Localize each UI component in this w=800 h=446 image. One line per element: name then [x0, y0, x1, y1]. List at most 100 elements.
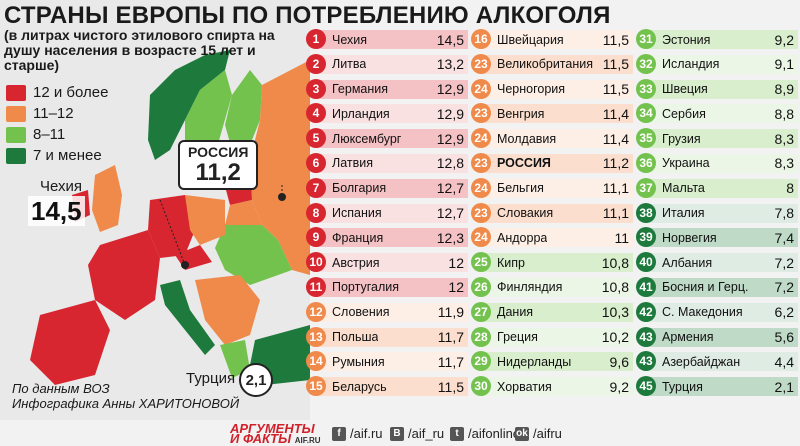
- ranking-bar: Азербайджан 4,4: [646, 352, 798, 372]
- country-name: Босния и Герц.: [662, 280, 749, 295]
- ranking-row: 24 Молдавия 11,4: [471, 126, 633, 151]
- country-name: Грузия: [662, 131, 701, 146]
- ranking-bar: Польша 11,7: [316, 327, 468, 347]
- country-value: 11,1: [602, 205, 629, 222]
- ranking-column-1: 1 Чехия 14,5 2 Литва 13,2 3 Германия 12,9 4 Ирланд…: [306, 27, 468, 399]
- russia-callout: РОССИЯ 11,2: [178, 140, 259, 190]
- country-name: Мальта: [662, 181, 705, 196]
- ranking-row: 24 Андорра 11: [471, 225, 633, 250]
- country-value: 8: [786, 180, 794, 197]
- social-facebook[interactable]: f /aif.ru: [332, 426, 383, 441]
- legend-swatch: [6, 84, 26, 101]
- ranking-bar: Украина 8,3: [646, 153, 798, 173]
- rank-badge: 11: [306, 276, 326, 297]
- author-text: Инфографика Анны ХАРИТОНОВОЙ: [12, 396, 240, 411]
- ranking-row: 15 Беларусь 11,5: [306, 374, 468, 399]
- ranking-column-3: 31 Эстония 9,2 32 Исландия 9,1 33 Швеция 8,9 34 Се…: [636, 27, 798, 399]
- rank-badge: 26: [471, 276, 491, 297]
- country-name: Испания: [332, 206, 382, 221]
- social-vkontakte[interactable]: B /aif_ru: [390, 426, 444, 441]
- ranking-row: 7 Болгария 12,7: [306, 176, 468, 201]
- ranking-row: 35 Грузия 8,3: [636, 126, 798, 151]
- country-value: 4,4: [774, 353, 794, 370]
- ranking-bar: Армения 5,6: [646, 327, 798, 347]
- ranking-row: 28 Греция 10,2: [471, 325, 633, 350]
- russia-marker: [278, 193, 286, 201]
- page-title: СТРАНЫ ЕВРОПЫ ПО ПОТРЕБЛЕНИЮ АЛКОГОЛЯ: [4, 2, 611, 29]
- rank-badge: 39: [636, 227, 656, 248]
- legend-swatch: [6, 105, 26, 122]
- social-twitter[interactable]: t /aifonline: [450, 426, 520, 441]
- ranking-row: 13 Польша 11,7: [306, 325, 468, 350]
- country-name: Украина: [662, 156, 710, 171]
- country-name: Молдавия: [497, 131, 557, 146]
- ranking-bar: Беларусь 11,5: [316, 377, 468, 397]
- ranking-row: 43 Армения 5,6: [636, 325, 798, 350]
- country-value: 10,2: [601, 329, 629, 346]
- ranking-row: 10 Австрия 12: [306, 250, 468, 275]
- country-value: 9,2: [774, 31, 794, 48]
- country-name: Словения: [332, 305, 390, 320]
- country-name: Албания: [662, 255, 713, 270]
- ranking-row: 31 Эстония 9,2: [636, 27, 798, 52]
- social-odnoklassniki[interactable]: ok /aifru: [515, 426, 562, 441]
- ranking-bar: Исландия 9,1: [646, 54, 798, 74]
- country-value: 10,8: [601, 279, 629, 296]
- rank-badge: 10: [306, 252, 326, 273]
- ranking-bar: Литва 13,2: [316, 54, 468, 74]
- map-poland: [185, 195, 225, 245]
- social-handle: /aif_ru: [408, 426, 445, 441]
- ranking-bar: Румыния 11,7: [316, 352, 468, 372]
- rank-badge: 38: [636, 202, 656, 223]
- ranking-column-2: 16 Швейцария 11,5 23 Великобритания 11,5 24 Чер…: [471, 27, 633, 399]
- map-germany: [148, 195, 195, 258]
- logo-line1: АРГУМЕНТЫ: [230, 421, 315, 436]
- page-subtitle: (в литрах чистого этилового спирта на ду…: [4, 27, 275, 73]
- ranking-bar: Эстония 9,2: [646, 30, 798, 49]
- ranking-row: 3 Германия 12,9: [306, 77, 468, 102]
- logo-site: AIF.RU: [294, 436, 321, 445]
- rank-badge: 34: [636, 103, 656, 124]
- ranking-bar: Венгрия 11,4: [481, 104, 633, 124]
- country-value: 11,2: [602, 155, 629, 172]
- country-name: Беларусь: [332, 379, 387, 394]
- rank-badge: 23: [471, 152, 491, 173]
- country-name: Бельгия: [497, 181, 544, 196]
- country-name: Румыния: [332, 354, 385, 369]
- aif-logo[interactable]: АРГУМЕНТЫ И ФАКТЫ AIF.RU: [230, 421, 321, 446]
- rank-badge: 32: [636, 53, 656, 74]
- ranking-row: 27 Дания 10,3: [471, 300, 633, 325]
- rank-badge: 8: [306, 202, 326, 223]
- ranking-bar: Албания 7,2: [646, 253, 798, 273]
- country-name: Швейцария: [497, 32, 564, 47]
- ranking-bar: Андорра 11: [481, 228, 633, 248]
- country-value: 9,1: [774, 56, 794, 73]
- country-value: 12,9: [436, 81, 464, 98]
- country-value: 7,2: [774, 279, 794, 296]
- country-value: 12,3: [436, 229, 464, 246]
- ranking-bar: Португалия 12: [316, 277, 468, 297]
- czech-marker: [181, 261, 189, 269]
- country-value: 12: [448, 279, 464, 296]
- map-norway: [148, 50, 230, 160]
- ranking-row: 33 Швеция 8,9: [636, 77, 798, 102]
- rank-badge: 27: [471, 301, 491, 322]
- source-text: По данным ВОЗ: [12, 381, 110, 396]
- source-credit: По данным ВОЗ Инфографика Анны ХАРИТОНОВ…: [12, 381, 239, 411]
- turkey-callout-name: Турция: [186, 370, 236, 387]
- map-iberia: [30, 300, 110, 385]
- country-value: 6,2: [774, 304, 794, 321]
- ranking-row: 4 Ирландия 12,9: [306, 101, 468, 126]
- ranking-row: 6 Латвия 12,8: [306, 151, 468, 176]
- ranking-bar: Великобритания 11,5: [481, 54, 633, 74]
- rank-badge: 37: [636, 177, 656, 198]
- ranking-row: 25 Кипр 10,8: [471, 250, 633, 275]
- rank-badge: 25: [471, 252, 491, 273]
- rank-badge: 3: [306, 78, 326, 99]
- country-name: Люксембург: [332, 131, 402, 146]
- ranking-row: 24 Черногория 11,5: [471, 77, 633, 102]
- country-value: 8,3: [774, 155, 794, 172]
- logo-line2: И ФАКТЫ: [230, 431, 292, 446]
- ranking-bar: С. Македония 6,2: [646, 302, 798, 322]
- ranking-row: 14 Румыния 11,7: [306, 349, 468, 374]
